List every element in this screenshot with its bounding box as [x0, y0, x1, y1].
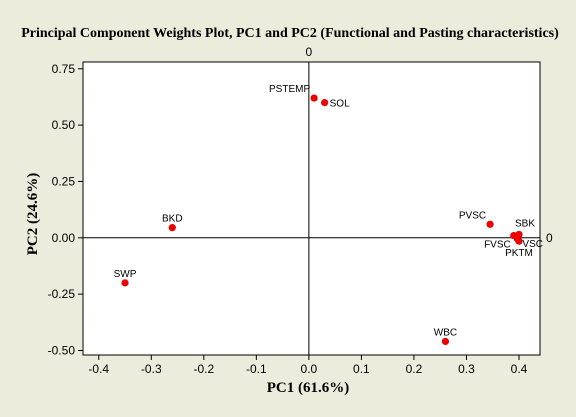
x-tick-label: 0.1 [353, 362, 370, 376]
x-tick-label: -0.4 [88, 362, 109, 376]
point-bkd [168, 224, 176, 232]
x-axis-ticks: -0.4 -0.3 -0.2 -0.1 0.0 0.1 0.2 0.3 0.4 [88, 355, 528, 376]
y-tick-label: 0.75 [52, 62, 76, 76]
point-label-fvsc: FVSC [484, 240, 511, 251]
y-tick-label: 0.50 [52, 118, 76, 132]
x-tick-label: 0.3 [458, 362, 475, 376]
point-pstemp [310, 94, 318, 102]
vertical-reference-label: 0 [306, 45, 313, 59]
point-label-bkd: BKD [162, 214, 183, 225]
point-label-swp: SWP [114, 269, 137, 280]
point-pktm [515, 237, 523, 245]
plot-area [82, 61, 541, 356]
point-sol [321, 98, 329, 107]
y-axis-title: PC2 (24.6%) [25, 173, 41, 256]
horizontal-reference-label: 0 [546, 231, 553, 245]
point-label-vsc: VSC [522, 239, 543, 250]
y-tick-label: -0.25 [48, 287, 76, 301]
y-tick-label: 0.25 [52, 174, 76, 188]
point-label-sbk: SBK [515, 218, 535, 229]
x-tick-label: -0.1 [246, 362, 267, 376]
point-label-wbc: WBC [434, 327, 457, 338]
point-swp [121, 279, 129, 287]
point-wbc [441, 337, 450, 346]
point-label-pstemp: PSTEMP [269, 84, 310, 95]
y-tick-label: -0.50 [48, 343, 76, 357]
x-tick-label: -0.3 [141, 362, 162, 376]
point-label-pvsc: PVSC [459, 210, 486, 221]
point-label-pktm: PKTM [505, 248, 533, 259]
point-pvsc [486, 220, 494, 228]
x-tick-label: -0.2 [193, 362, 214, 376]
chart-title: Principal Component Weights Plot, PC1 an… [21, 26, 559, 41]
point-label-sol: SOL [330, 99, 350, 110]
x-tick-label: 0.4 [511, 362, 528, 376]
x-axis-title: PC1 (61.6%) [267, 380, 350, 396]
y-axis-ticks: -0.50 -0.25 0.00 0.25 0.50 0.75 [48, 62, 83, 357]
reference-lines: 00 [83, 45, 553, 355]
x-tick-label: 0.0 [301, 362, 318, 376]
y-tick-label: 0.00 [52, 231, 76, 245]
x-tick-label: 0.2 [406, 362, 423, 376]
